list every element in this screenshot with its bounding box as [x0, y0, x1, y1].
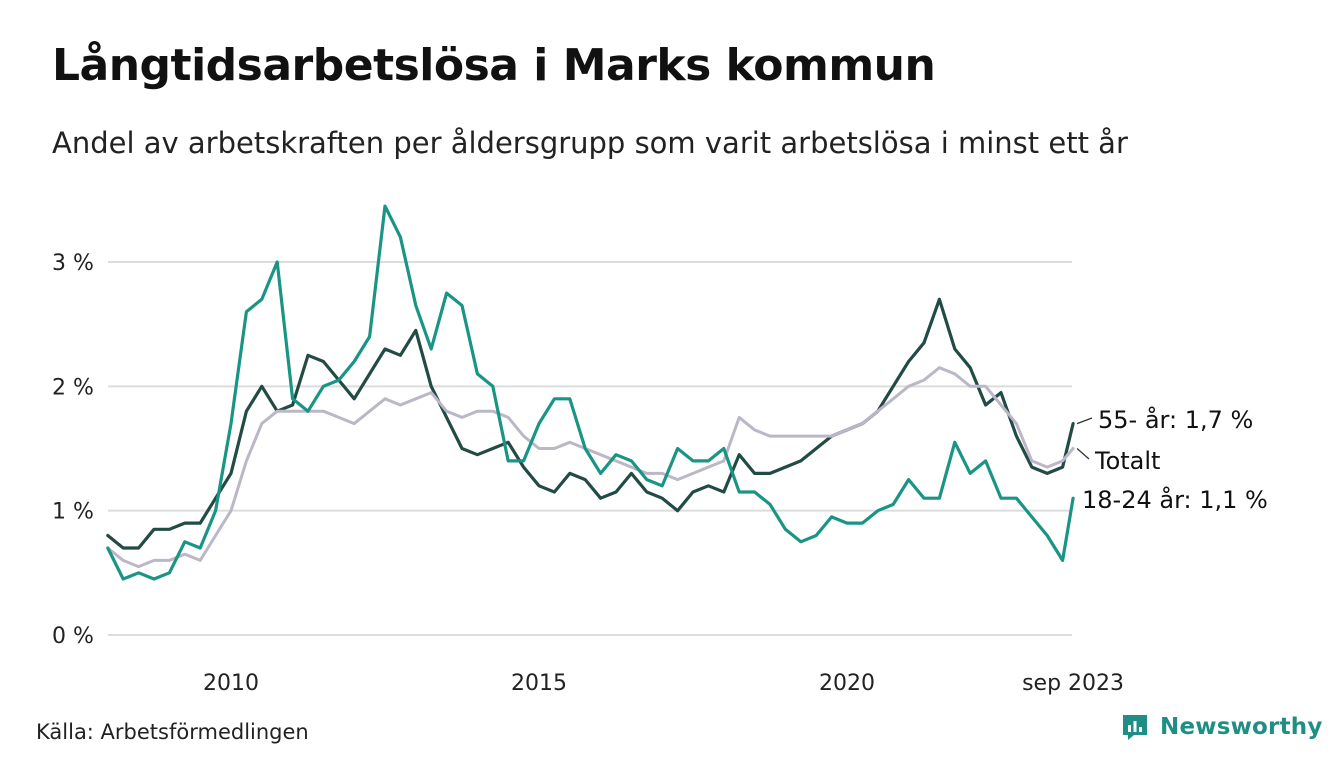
end-label-youth: 18-24 år: 1,1 % — [1082, 485, 1268, 514]
brand-name: Newsworthy — [1160, 714, 1323, 740]
newsworthy-logo-icon — [1123, 715, 1147, 740]
page-title: Långtidsarbetslösa i Marks kommun — [52, 40, 936, 91]
y-tick-label: 0 % — [52, 624, 94, 649]
x-tick-label: sep 2023 — [1022, 671, 1124, 696]
end-label-older: 55- år: 1,7 % — [1098, 405, 1253, 434]
y-tick-label: 2 % — [52, 375, 94, 400]
series-lines — [106, 204, 1075, 581]
source-note: Källa: Arbetsförmedlingen — [36, 720, 309, 744]
series-line-older — [106, 297, 1075, 550]
x-tick-label: 2020 — [819, 671, 875, 696]
brand-logo[interactable]: Newsworthy — [1120, 712, 1323, 742]
chart-subtitle: Andel av arbetskraften per åldersgrupp s… — [52, 126, 1128, 160]
end-label-total: Totalt — [1094, 447, 1160, 475]
series-line-youth — [106, 204, 1075, 581]
x-axis-ticks: 2010 2015 2020 sep 2023 — [203, 671, 1124, 696]
leader-line-older — [1076, 417, 1093, 425]
y-axis-ticks: 0 % 1 % 2 % 3 % — [52, 251, 94, 649]
end-labels: 55- år: 1,7 % Totalt 18-24 år: 1,1 % — [1076, 405, 1268, 514]
x-tick-label: 2010 — [203, 671, 259, 696]
y-tick-label: 1 % — [52, 500, 94, 525]
x-tick-label: 2015 — [511, 671, 567, 696]
y-tick-label: 3 % — [52, 251, 94, 276]
leader-line-total — [1076, 448, 1090, 460]
series-line-total — [106, 366, 1075, 569]
